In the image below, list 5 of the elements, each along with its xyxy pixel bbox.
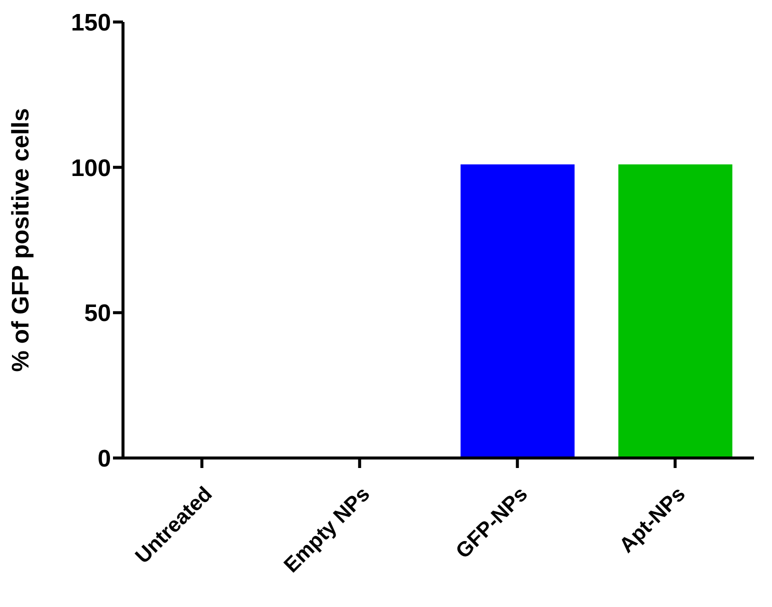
- y-tick-label: 150: [70, 10, 111, 37]
- y-tick-label: 50: [84, 300, 111, 328]
- y-tick-label: 0: [98, 446, 111, 473]
- y-axis-title: % of GFP positive cells: [8, 108, 35, 372]
- y-tick-label: 100: [70, 154, 111, 182]
